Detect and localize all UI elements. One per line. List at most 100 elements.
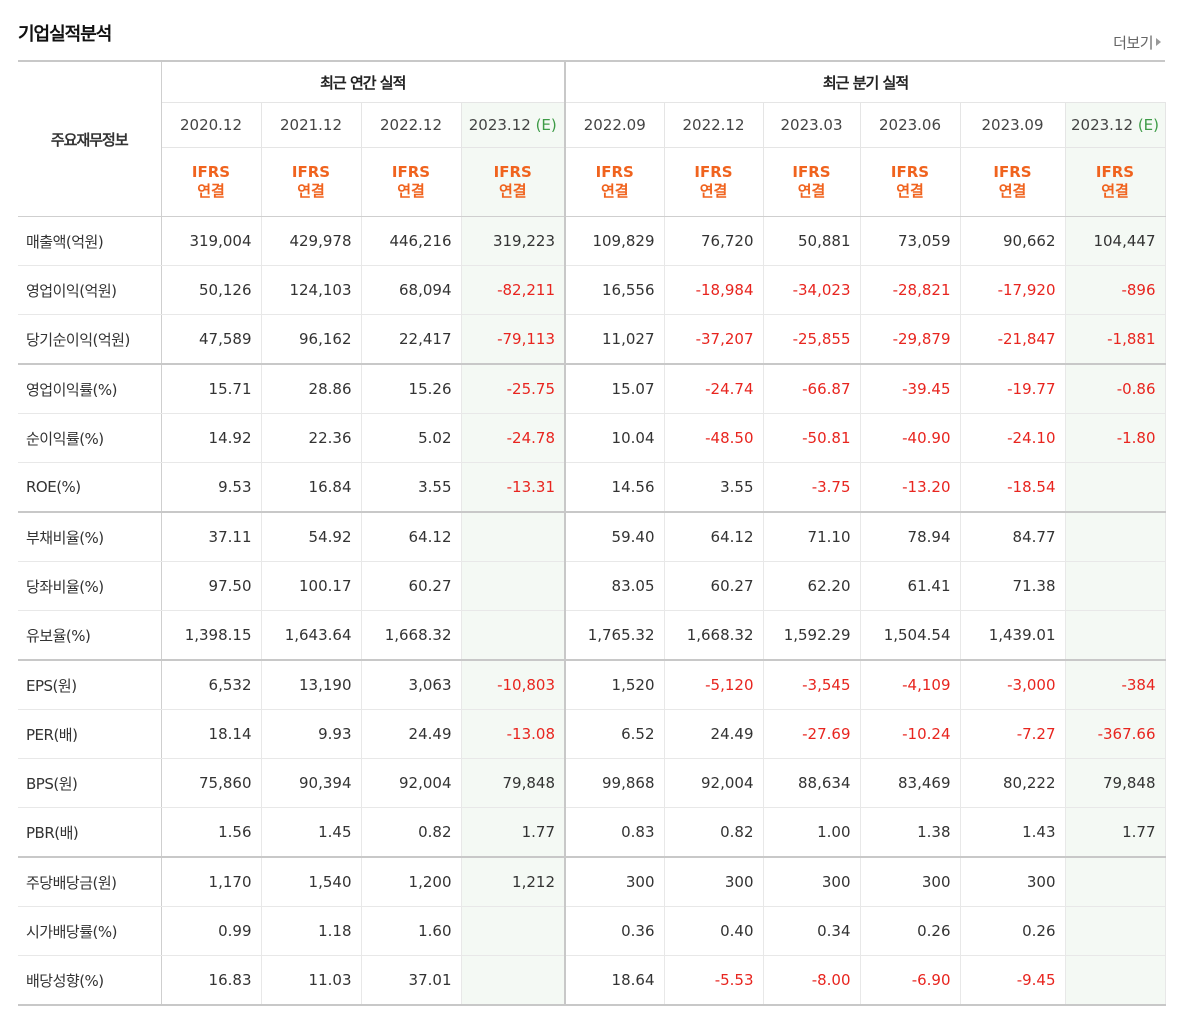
table-cell: 300 [565,857,665,907]
row-label: 매출액(억원) [18,216,162,266]
table-cell [1065,857,1166,907]
table-row: PER(배) 18.14 9.93 24.49 -13.08 6.52 24.49 -27.6… [18,709,1166,759]
period-date: 2020.12 [179,116,243,134]
ifrs-text: IFRS [595,163,634,181]
table-cell: 1,765.32 [565,610,665,661]
table-cell: 24.49 [664,709,764,759]
table-cell: 96,162 [261,314,362,365]
table-cell: 71.38 [960,561,1066,611]
table-cell: 75,860 [161,758,262,808]
table-cell: 446,216 [361,216,462,266]
period-date: 2022.09 [583,116,646,134]
table-cell: -0.86 [1065,364,1166,414]
more-link[interactable]: 더보기 [1113,32,1161,53]
table-cell: -50.81 [763,413,861,463]
table-row: PBR(배) 1.56 1.45 0.82 1.77 0.83 0.82 1.00 1.38 1.… [18,807,1166,858]
ifrs-consolidated-label: IFRS 연결 [860,147,961,217]
table-cell: -1.80 [1065,413,1166,463]
consolidated-text: 연결 [197,182,225,200]
period-date: 2023.03 [780,116,843,134]
table-cell: -18,984 [664,265,764,315]
table-cell: 1,398.15 [161,610,262,661]
table-cell: -4,109 [860,660,961,710]
more-link-label: 더보기 [1113,34,1153,52]
table-cell: 0.36 [565,906,665,956]
table-cell: 15.07 [565,364,665,414]
table-cell: -7.27 [960,709,1066,759]
ifrs-text: IFRS [493,163,532,181]
period-date: 2021.12 [279,116,343,134]
table-cell: 79,848 [1065,758,1166,808]
row-label: 영업이익률(%) [18,364,162,414]
table-cell: -17,920 [960,265,1066,315]
ifrs-text: IFRS [291,163,331,181]
table-cell: 62.20 [763,561,861,611]
table-cell [1065,512,1166,562]
table-cell: -25,855 [763,314,861,365]
row-label: 유보율(%) [18,610,162,661]
table-cell: 14.56 [565,462,665,513]
table-cell [461,561,566,611]
ifrs-text: IFRS [391,163,431,181]
table-cell: -21,847 [960,314,1066,365]
row-label: 순이익률(%) [18,413,162,463]
table-cell: 1.00 [763,807,861,858]
ifrs-consolidated-label: IFRS 연결 [565,147,665,217]
estimate-tag: (E) [535,116,557,134]
ifrs-consolidated-label: IFRS 연결 [161,147,262,217]
table-cell: 5.02 [361,413,462,463]
period-header-annual: 2020.12 [161,102,262,148]
table-cell: -40.90 [860,413,961,463]
table-cell: 54.92 [261,512,362,562]
ifrs-text: IFRS [890,163,930,181]
row-label: 영업이익(억원) [18,265,162,315]
row-label: 배당성향(%) [18,955,162,1006]
table-cell: 47,589 [161,314,262,365]
table-cell: 6,532 [161,660,262,710]
table-row: 당기순이익(억원) 47,589 96,162 22,417 -79,113 11,027… [18,314,1166,365]
table-cell: -39.45 [860,364,961,414]
table-cell: -25.75 [461,364,566,414]
table-cell: -9.45 [960,955,1066,1006]
table-cell: 92,004 [361,758,462,808]
ifrs-consolidated-label: IFRS 연결 [261,147,362,217]
financial-summary-table: 주요재무정보 최근 연간 실적 최근 분기 실적 2020.12 2021.12 2… [18,60,1166,1006]
table-cell: 79,848 [461,758,566,808]
table-cell: -13.08 [461,709,566,759]
row-label: EPS(원) [18,660,162,710]
ifrs-consolidated-label: IFRS 연결 [1065,147,1166,217]
table-cell: -66.87 [763,364,861,414]
table-cell: 3.55 [361,462,462,513]
table-cell: 300 [664,857,764,907]
table-cell: 68,094 [361,265,462,315]
table-cell: 73,059 [860,216,961,266]
table-cell: -24.78 [461,413,566,463]
table-cell: 80,222 [960,758,1066,808]
ifrs-consolidated-label: IFRS 연결 [361,147,462,217]
row-label: 당좌비율(%) [18,561,162,611]
annual-group-header: 최근 연간 실적 [161,60,566,103]
ifrs-consolidated-label: IFRS 연결 [664,147,764,217]
table-cell: 90,662 [960,216,1066,266]
table-cell: 64.12 [664,512,764,562]
table-row: 매출액(억원) 319,004 429,978 446,216 319,223 109,8… [18,216,1166,266]
table-cell: 83.05 [565,561,665,611]
table-cell: 1,668.32 [664,610,764,661]
table-cell: 0.82 [361,807,462,858]
table-row: 시가배당률(%) 0.99 1.18 1.60 0.36 0.40 0.34 0.26 0.26 [18,906,1166,956]
table-cell: 16,556 [565,265,665,315]
row-label: PER(배) [18,709,162,759]
table-row: 유보율(%) 1,398.15 1,643.64 1,668.32 1,765.32 1,… [18,610,1166,661]
period-date: 2023.12 [1071,116,1134,134]
table-cell: -48.50 [664,413,764,463]
table-cell: 6.52 [565,709,665,759]
table-cell: 1,212 [461,857,566,907]
ifrs-text: IFRS [191,163,231,181]
table-row: BPS(원) 75,860 90,394 92,004 79,848 99,868 92,0… [18,758,1166,808]
period-header-quarter: 2023.03 [763,102,861,148]
table-cell: -19.77 [960,364,1066,414]
row-label: 시가배당률(%) [18,906,162,956]
table-cell: -5,120 [664,660,764,710]
table-cell: 300 [763,857,861,907]
table-cell: 64.12 [361,512,462,562]
